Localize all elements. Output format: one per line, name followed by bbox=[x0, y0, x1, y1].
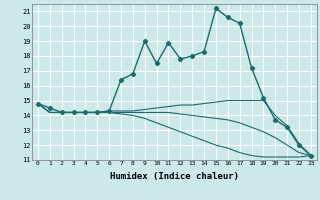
X-axis label: Humidex (Indice chaleur): Humidex (Indice chaleur) bbox=[110, 172, 239, 181]
